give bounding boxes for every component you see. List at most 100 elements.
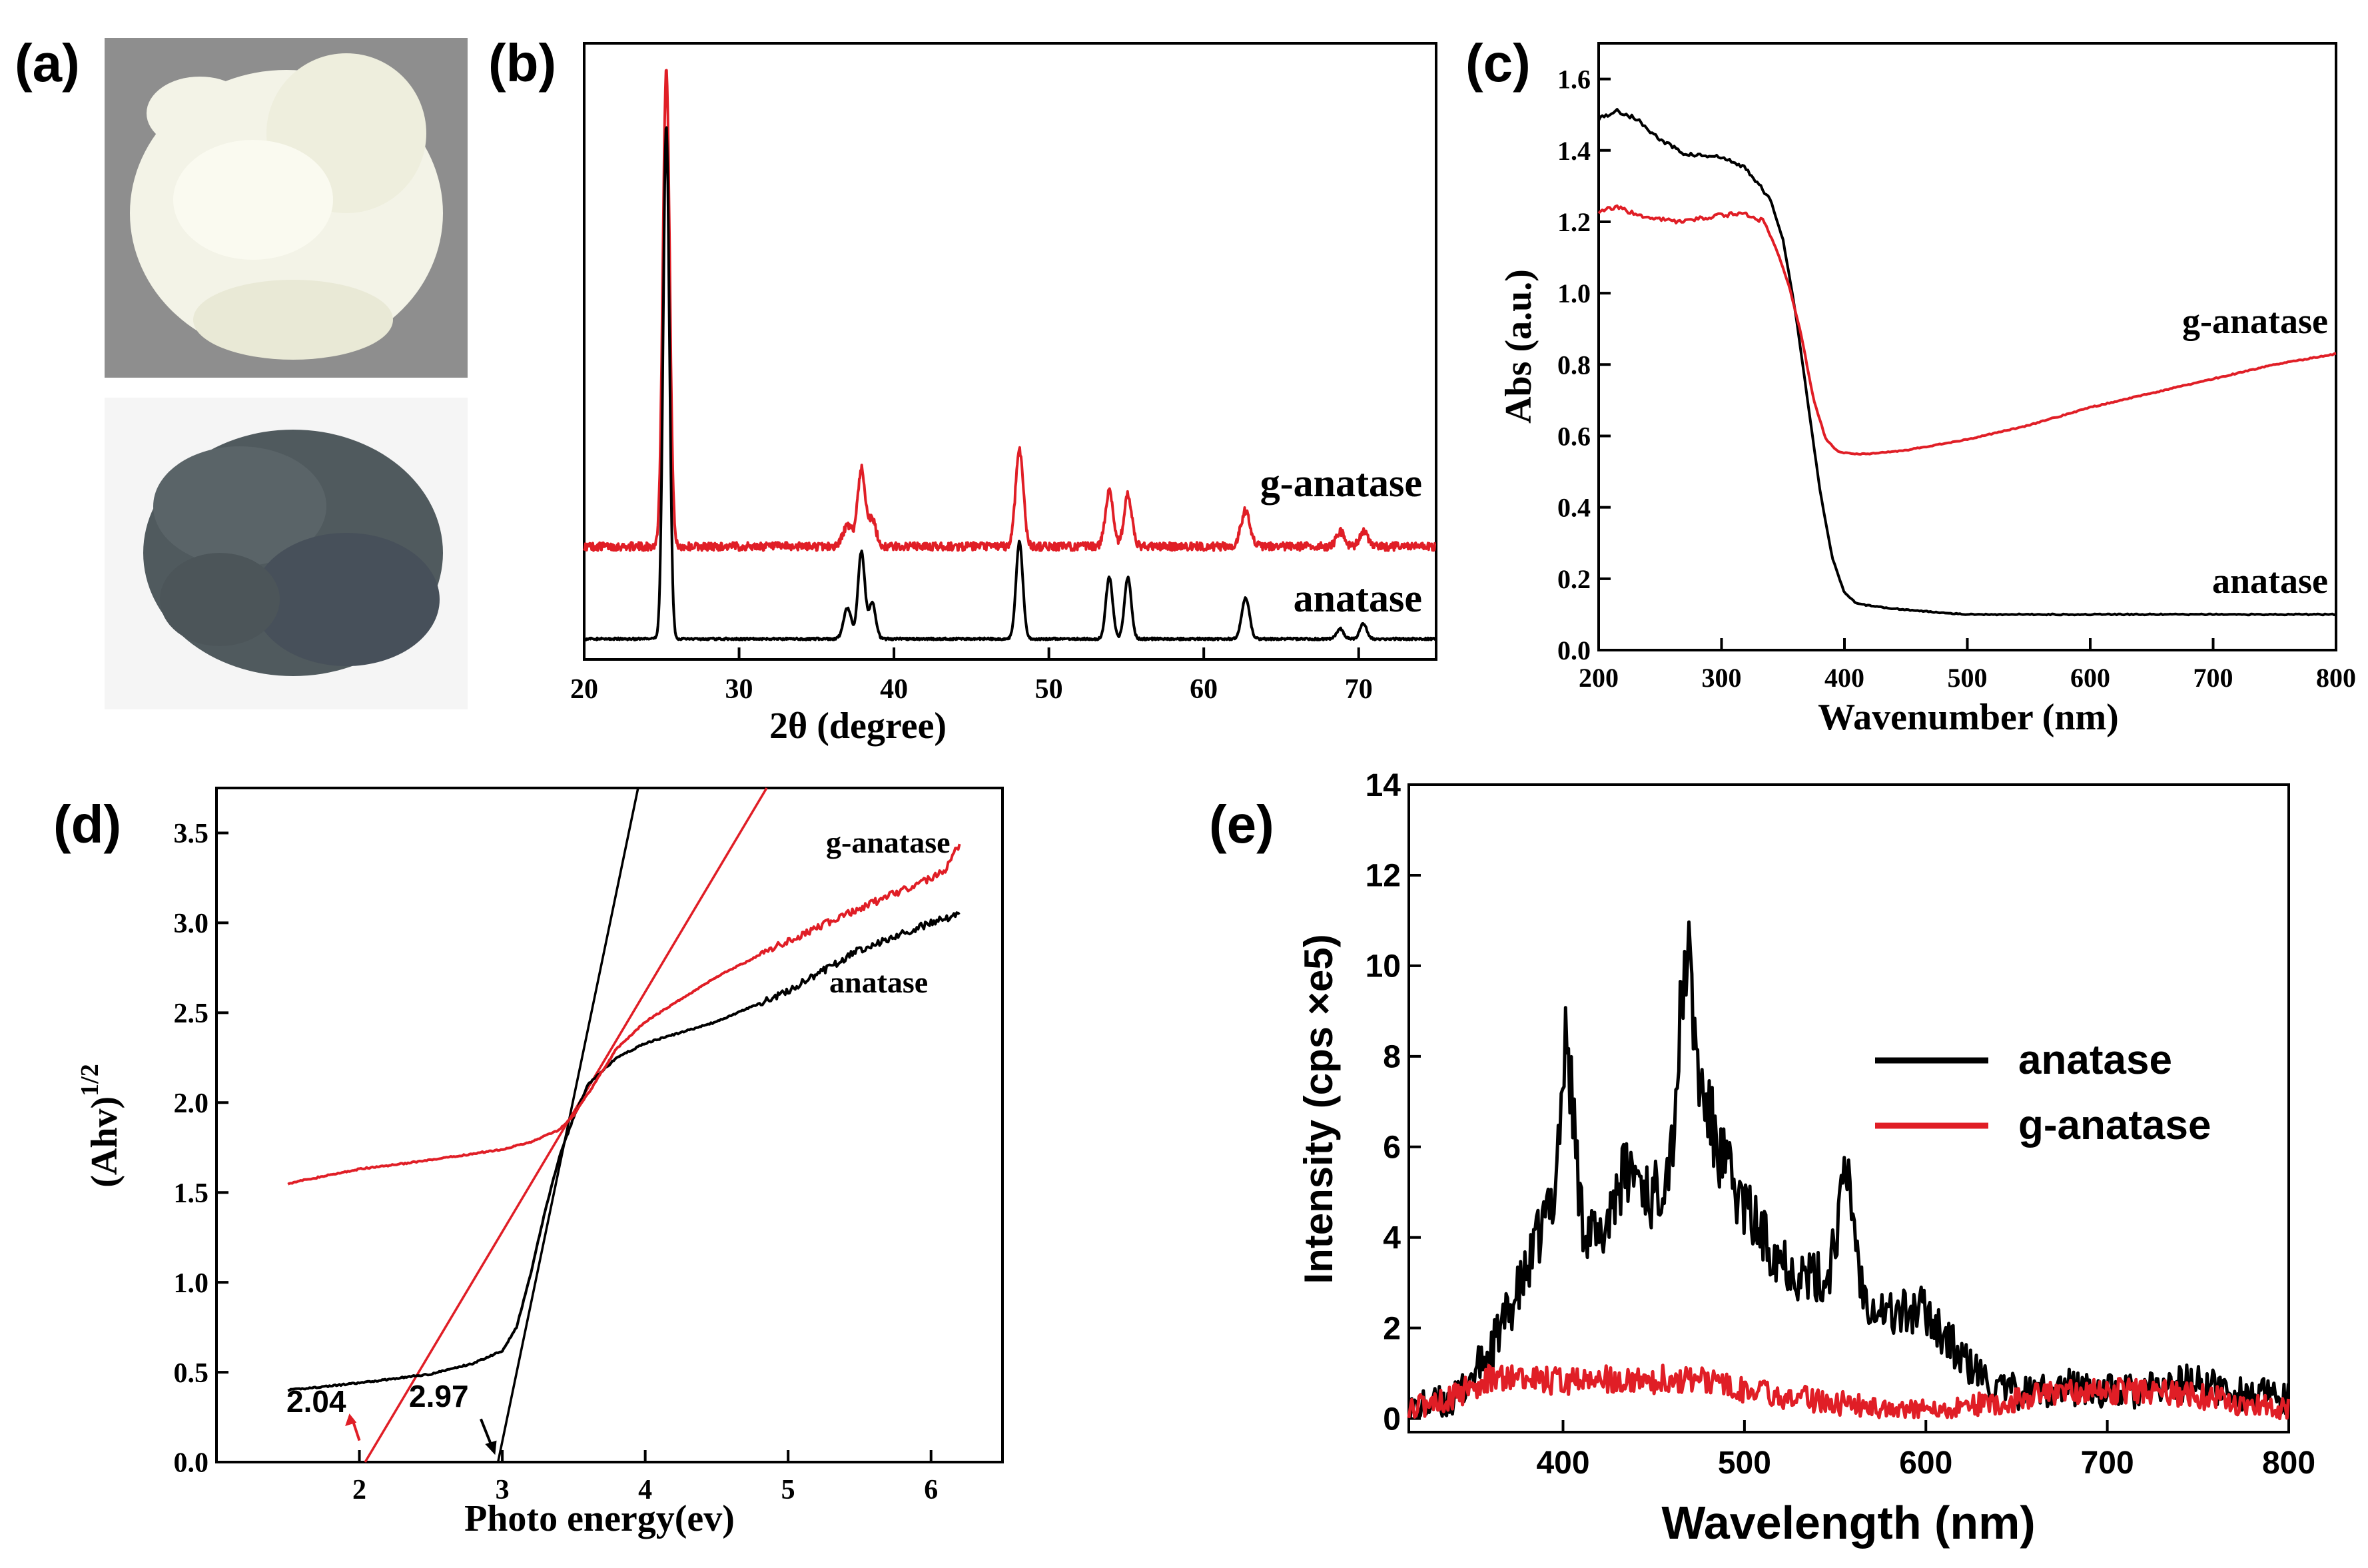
axis-ticks-e: 400 500 600 700 800 0 2 4 6 8 10 12 14 [1366, 768, 2315, 1481]
y-tick-label: 8 [1383, 1040, 1401, 1075]
x-tick-label: 60 [1190, 674, 1218, 705]
arrowhead-2-04 [345, 1413, 357, 1427]
x-tick-label: 500 [1718, 1445, 1771, 1481]
x-axis-label-d: Photo energy(ev) [464, 1498, 735, 1539]
x-ticks-b: 20 30 40 50 60 70 [570, 647, 1373, 705]
x-tick-label: 50 [1035, 674, 1063, 705]
series-label-g-anatase-b: g-anatase [1260, 461, 1422, 505]
y-tick-label: 3.0 [174, 909, 209, 939]
x-tick-label: 400 [1536, 1445, 1589, 1481]
bandgap-label-2-04: 2.04 [286, 1384, 346, 1419]
series-g-anatase-b [583, 69, 1437, 552]
plot-frame-c [1597, 42, 2337, 651]
axis-ticks-d: 2 3 4 5 6 0.0 0.5 1.0 1.5 2.0 2.5 3.0 3.5 [174, 819, 939, 1505]
y-tick-label: 1.2 [1557, 207, 1591, 237]
y-axis-label-e: Intensity (cps ×e5) [1296, 934, 1341, 1284]
panel-label-e: (e) [1209, 795, 1274, 854]
x-axis-label-e: Wavelength (nm) [1661, 1497, 2035, 1549]
y-tick-label: 0.5 [174, 1358, 209, 1389]
x-tick-label: 600 [2070, 663, 2110, 693]
series-label-anatase-d: anatase [829, 965, 928, 999]
plot-frame-e [1407, 783, 2290, 1433]
svg-text:(Ahv)1/2: (Ahv)1/2 [76, 1064, 125, 1187]
legend-e: anatase g-anatase [1875, 1037, 2211, 1148]
y-tick-label: 1.4 [1557, 136, 1591, 166]
y-tick-label: 10 [1366, 949, 1401, 984]
plot-frame-d [215, 787, 1004, 1463]
y-tick-label: 1.0 [1557, 278, 1591, 308]
y-tick-label: 0.2 [1557, 564, 1591, 594]
series-anatase-b [583, 126, 1437, 641]
y-tick-label: 1.6 [1557, 65, 1591, 95]
photo-white-powder [105, 38, 468, 378]
axis-ticks-c: 200 300 400 500 600 700 800 0.0 0.2 0.4 0.6 0.8 1.0 1… [1557, 65, 2356, 693]
y-tick-label: 2.5 [174, 998, 209, 1029]
y-tick-label: 0.6 [1557, 421, 1591, 451]
panel-e: (e) 400 500 600 700 800 0 2 4 6 8 10 12 14 Wavelengt… [1209, 768, 2315, 1549]
series-label-anatase-b: anatase [1294, 576, 1422, 620]
x-tick-label: 800 [2262, 1445, 2315, 1481]
x-tick-label: 700 [2193, 663, 2233, 693]
bandgap-label-2-97: 2.97 [409, 1379, 469, 1413]
x-tick-label: 3 [496, 1475, 510, 1505]
x-tick-label: 500 [1948, 663, 1988, 693]
photo-gray-powder [105, 398, 468, 709]
y-tick-label: 0.4 [1557, 493, 1591, 523]
legend-label-anatase: anatase [2018, 1037, 2172, 1083]
arrowhead-2-97 [485, 1440, 497, 1455]
x-tick-label: 300 [1702, 663, 1742, 693]
y-tick-label: 12 [1366, 859, 1401, 894]
panel-label-c: (c) [1465, 33, 1531, 93]
x-tick-label: 20 [570, 674, 598, 705]
x-tick-label: 400 [1824, 663, 1864, 693]
y-tick-label: 2.0 [174, 1088, 209, 1119]
y-tick-label: 0.0 [1557, 635, 1591, 665]
y-tick-label: 0 [1383, 1401, 1401, 1437]
panel-label-d: (d) [53, 795, 121, 854]
series-g-anatase-d [287, 843, 961, 1186]
x-tick-label: 2 [352, 1475, 366, 1505]
y-tick-label: 0.8 [1557, 350, 1591, 380]
x-tick-label: 4 [638, 1475, 652, 1505]
panel-label-b: (b) [488, 33, 556, 93]
panel-c: (c) 200 300 400 500 600 700 800 0.0 0.2 0.4 0.6 0.8… [1465, 33, 2356, 738]
x-axis-label-b: 2θ (degree) [769, 705, 947, 747]
legend-label-g-anatase: g-anatase [2018, 1102, 2211, 1148]
y-tick-label: 2 [1383, 1311, 1401, 1346]
y-tick-label: 14 [1366, 768, 1401, 803]
series-anatase-e [1408, 920, 2290, 1419]
y-tick-label: 3.5 [174, 819, 209, 849]
series-label-anatase-c: anatase [2212, 561, 2328, 601]
bandgap-arrows [345, 1413, 497, 1455]
tangent-line [496, 787, 639, 1463]
panel-a: (a) [15, 33, 468, 709]
series-g-anatase-c [1597, 204, 2337, 456]
y-tick-label: 1.5 [174, 1178, 209, 1209]
x-tick-label: 70 [1345, 674, 1373, 705]
x-tick-label: 700 [2081, 1445, 2134, 1481]
series-anatase-c [1597, 108, 2337, 617]
panel-label-a: (a) [15, 33, 80, 93]
x-tick-label: 600 [1899, 1445, 1952, 1481]
series-label-g-anatase-c: g-anatase [2182, 301, 2328, 341]
y-tick-label: 6 [1383, 1130, 1401, 1166]
plot-area-c [1597, 108, 2337, 617]
y-axis-label-d-main: (Ahv) [84, 1096, 125, 1188]
plot-area-b [583, 69, 1437, 641]
series-g-anatase-e [1407, 1364, 2290, 1421]
plot-frame-b [583, 42, 1437, 661]
series-label-g-anatase-d: g-anatase [826, 825, 951, 859]
y-axis-label-d-sup: 1/2 [76, 1064, 104, 1096]
x-axis-label-c: Wavenumber (nm) [1818, 697, 2119, 738]
x-tick-label: 800 [2316, 663, 2356, 693]
x-tick-label: 5 [781, 1475, 795, 1505]
y-axis-label-c: Abs (a.u.) [1498, 269, 1539, 424]
x-tick-label: 30 [725, 674, 753, 705]
panel-d: (d) 2 3 4 5 6 0.0 0.5 1.0 1.5 2.0 2.5 3.0 3.5 Photo … [53, 787, 1004, 1539]
x-tick-label: 40 [880, 674, 908, 705]
y-tick-label: 1.0 [174, 1268, 209, 1299]
series-anatase-d [287, 911, 961, 1392]
y-tick-label: 0.0 [174, 1448, 209, 1479]
x-tick-label: 200 [1579, 663, 1619, 693]
